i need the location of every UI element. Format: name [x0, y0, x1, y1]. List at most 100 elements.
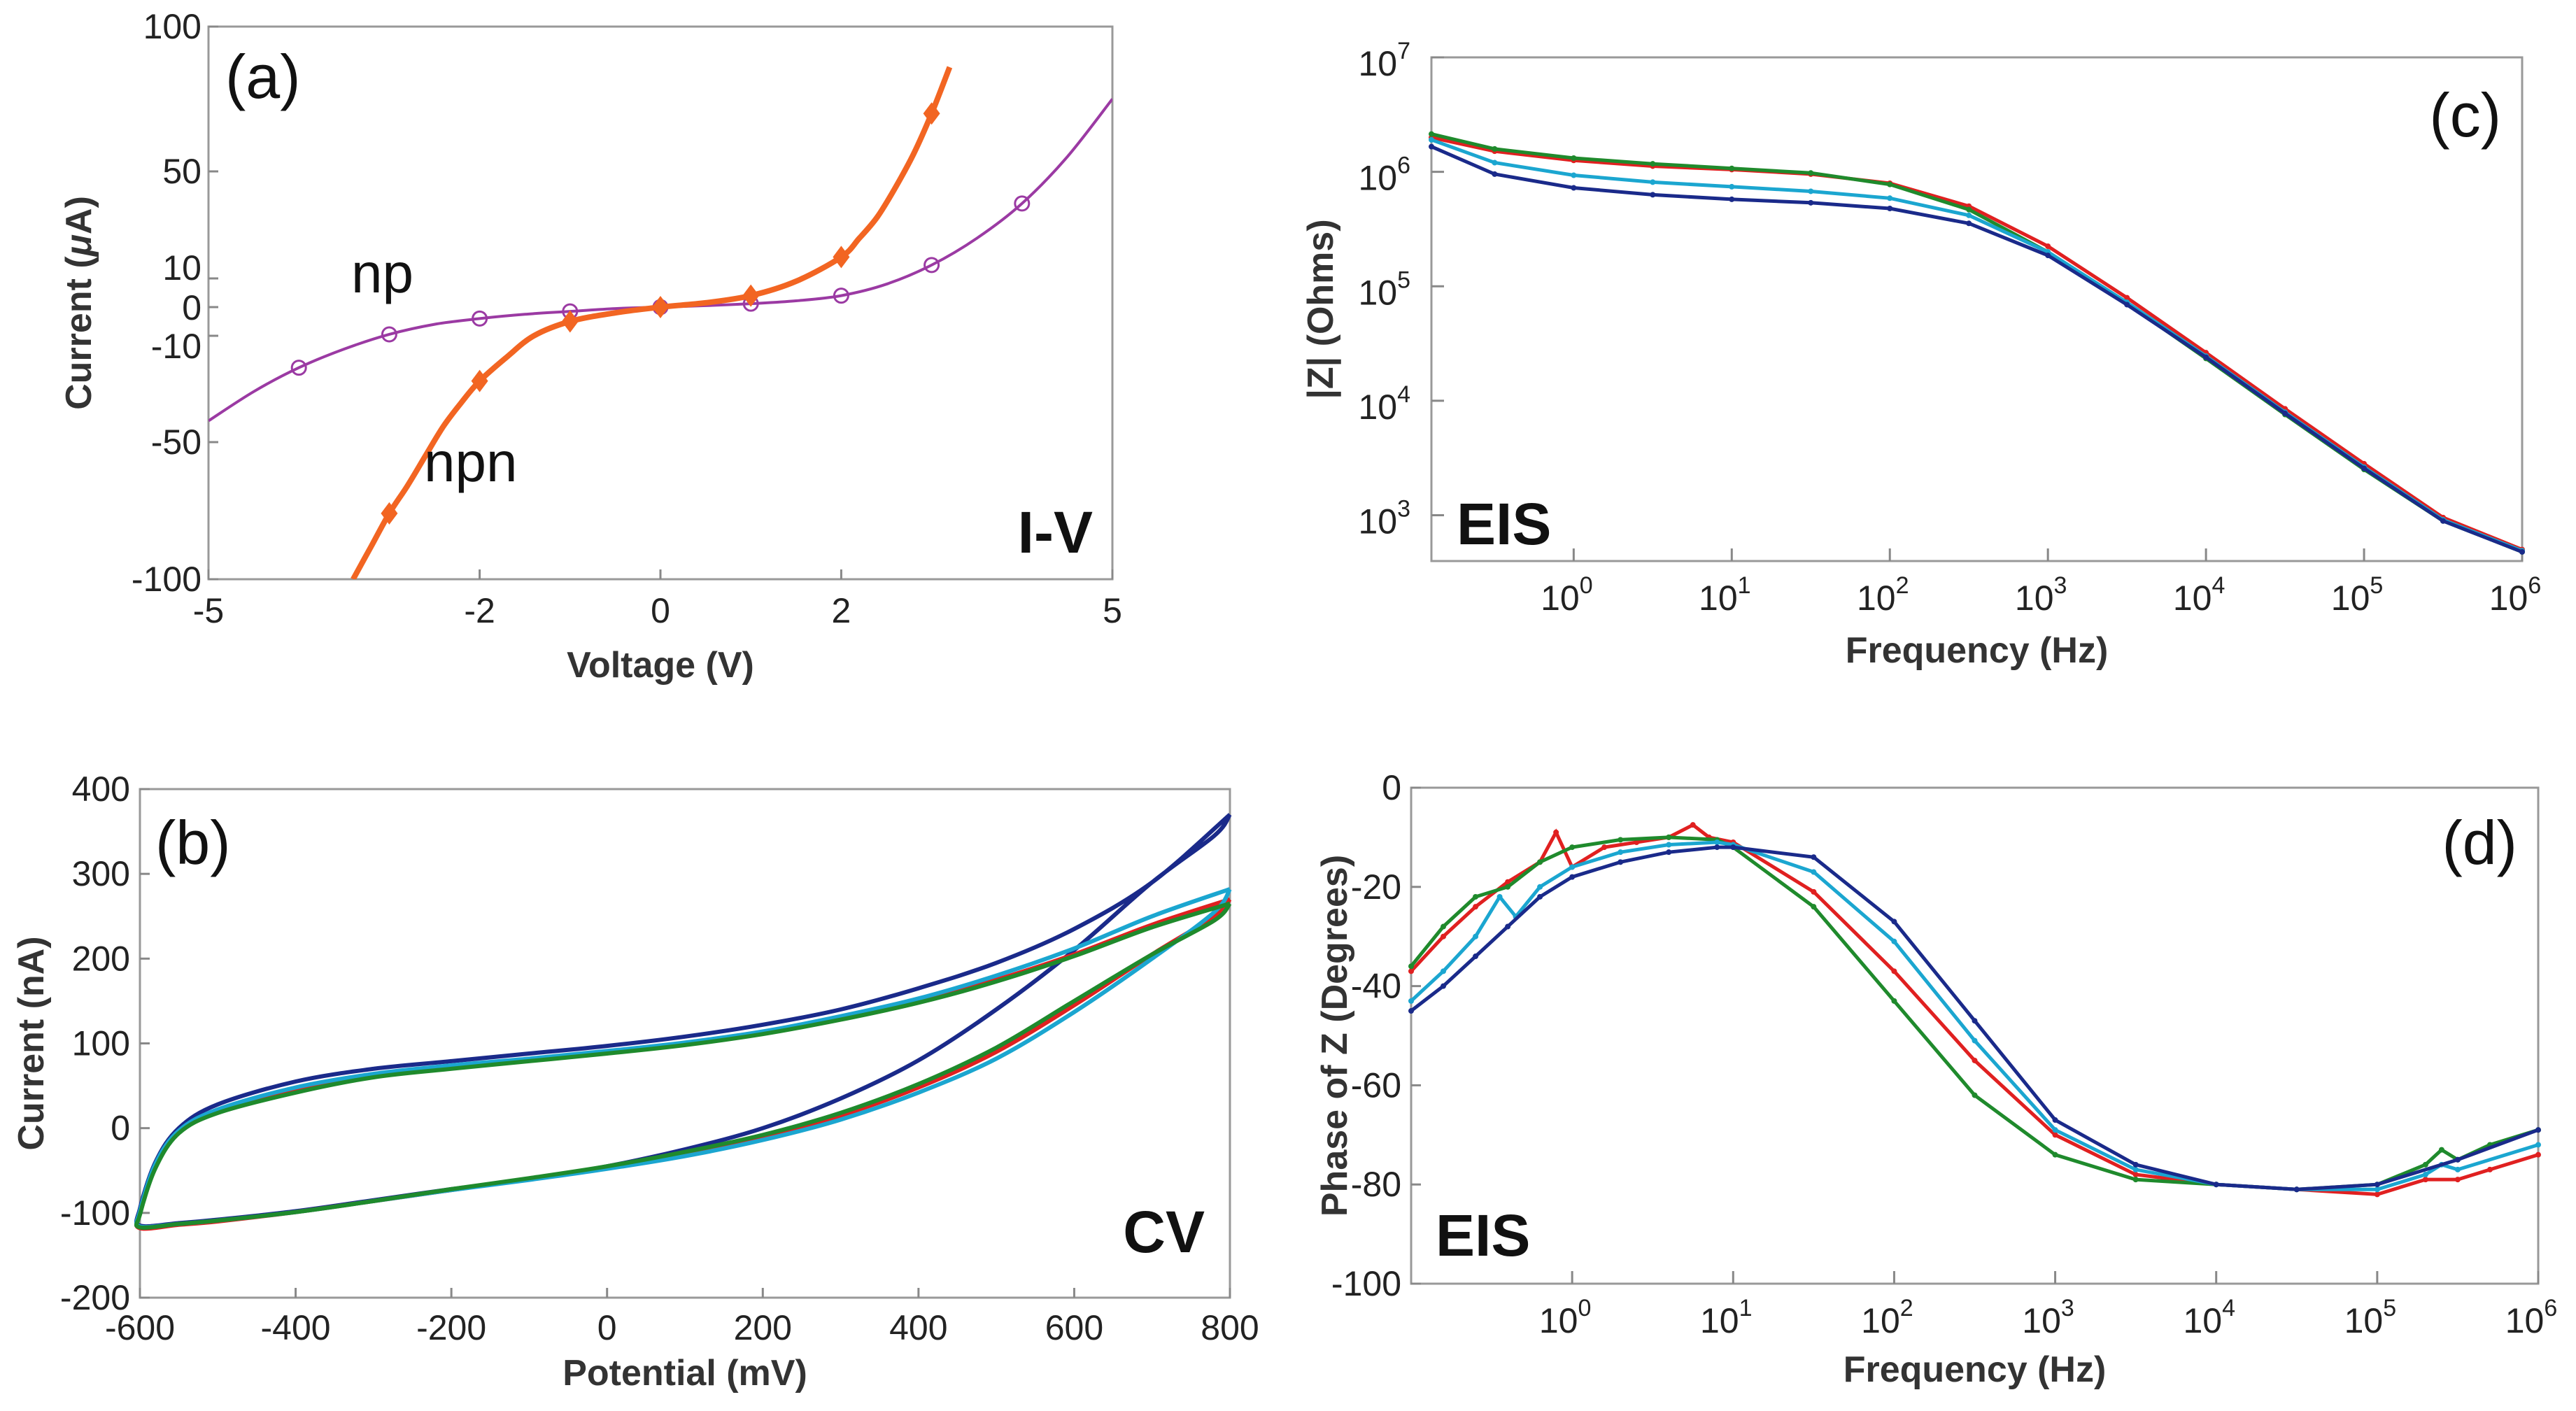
point-red: [1505, 879, 1511, 885]
y-tick-label-a: 100: [143, 7, 201, 46]
x-tick-label-d-base: 10: [1539, 1301, 1578, 1340]
point-green: [1492, 146, 1498, 152]
y-tick-label-c-exponent: 3: [1397, 496, 1410, 523]
point-cyan: [2132, 1166, 2139, 1172]
point-red: [2454, 1177, 2461, 1183]
point-red: [2132, 1172, 2139, 1178]
x-tick-label-d-exponent: 1: [1739, 1295, 1753, 1321]
panel-d-eis-phase-chart: 100 101 102 103 104 105 106-100-80-60-40-200Fr…: [1315, 768, 2557, 1390]
y-tick-label-d: -80: [1351, 1165, 1401, 1204]
point-green: [1473, 893, 1479, 900]
point-blue: [2203, 354, 2209, 360]
x-tick-label-d: 102: [1861, 1295, 1913, 1340]
x-tick-label-d-base: 10: [1861, 1301, 1900, 1340]
panel-label-d: (d): [2442, 808, 2517, 877]
y-tick-label-c-base: 10: [1358, 388, 1397, 427]
y-tick-label-d: -20: [1351, 867, 1401, 907]
y-tick-label-c: 104: [1358, 381, 1410, 427]
x-tick-label-b: -200: [416, 1308, 486, 1347]
x-tick-label-d-exponent: 6: [2544, 1295, 2557, 1321]
point-cyan: [1492, 159, 1498, 166]
point-blue: [1972, 1018, 1978, 1024]
x-axis-label-a: Voltage (V): [567, 645, 754, 686]
point-blue: [2045, 253, 2051, 259]
point-red: [1553, 829, 1559, 835]
y-axis-label-b: Current (nA): [11, 936, 52, 1150]
point-green: [2132, 1177, 2139, 1183]
x-tick-label-c-base: 10: [1541, 579, 1580, 618]
curve-label-npn: npn: [424, 431, 517, 493]
panel-b-cv-chart: -600 -400 -200 0 200 400 600 800 -200 -100 0 100 200…: [11, 770, 1259, 1394]
y-axis-label-a: Current (μA): [59, 196, 99, 410]
x-tick-label-d-exponent: 0: [1578, 1295, 1591, 1321]
y-axis-label-d: Phase of Z (Degrees): [1315, 855, 1355, 1217]
y-tick-label-c-base: 10: [1358, 44, 1397, 83]
x-tick-label-d-base: 10: [2183, 1301, 2222, 1340]
y-tick-label-c-base: 10: [1358, 502, 1397, 541]
y-tick-label-d: -40: [1351, 967, 1401, 1006]
point-green: [1966, 206, 1972, 213]
point-blue: [1441, 983, 1447, 989]
panel-label-c: (c): [2429, 80, 2501, 150]
x-tick-label-b: -400: [261, 1308, 331, 1347]
plot-frame-c: [1430, 56, 2524, 562]
point-cyan: [1966, 212, 1972, 218]
point-blue: [1966, 220, 1972, 227]
y-tick-label-c: 105: [1358, 267, 1410, 312]
point-red: [1811, 888, 1817, 895]
point-blue: [1537, 893, 1543, 900]
point-blue: [1650, 192, 1656, 198]
marker-np: [472, 310, 488, 327]
x-tick-label-c-base: 10: [2331, 579, 2370, 618]
annotation-cv: CV: [1123, 1199, 1205, 1265]
point-blue: [2052, 1117, 2058, 1123]
point-red: [1601, 844, 1608, 851]
x-tick-label-d: 103: [2022, 1295, 2074, 1340]
point-cyan: [2454, 1166, 2461, 1172]
point-red: [1891, 968, 1897, 974]
point-blue: [2361, 465, 2368, 471]
x-tick-label-a: -5: [193, 591, 224, 630]
point-cyan: [1808, 188, 1814, 194]
x-tick-label-d-exponent: 3: [2061, 1295, 2074, 1321]
x-tick-label-d: 105: [2344, 1295, 2397, 1340]
y-tick-label-b: 100: [72, 1024, 130, 1063]
x-tick-label-b: 200: [734, 1308, 792, 1347]
panel-c-eis-magnitude-chart: 100 101 102 103 104 105 106103104105106107Freq…: [1301, 38, 2541, 671]
point-blue: [2124, 302, 2130, 308]
x-tick-label-d-exponent: 4: [2222, 1295, 2235, 1321]
y-tick-label-c-exponent: 4: [1397, 381, 1410, 408]
y-tick-label-a: -50: [151, 423, 201, 462]
point-cyan: [1571, 172, 1577, 178]
point-green: [1505, 884, 1511, 890]
point-green: [1808, 170, 1814, 176]
point-blue: [1811, 854, 1817, 860]
x-tick-label-c-base: 10: [1857, 579, 1896, 618]
point-blue: [1618, 859, 1624, 865]
y-axis-label-a-part: Current (: [59, 256, 99, 410]
point-red: [1441, 933, 1447, 940]
x-tick-label-c: 102: [1857, 572, 1909, 618]
point-blue: [1505, 923, 1511, 930]
x-tick-label-b: 400: [889, 1308, 947, 1347]
x-tick-label-d-exponent: 5: [2383, 1295, 2396, 1321]
point-cyan: [1569, 864, 1576, 870]
y-tick-label-c-base: 10: [1358, 159, 1397, 198]
point-red: [2124, 295, 2130, 301]
x-tick-label-b: 600: [1045, 1308, 1103, 1347]
y-tick-label-a: -100: [132, 560, 201, 599]
point-cyan: [1891, 938, 1897, 944]
y-tick-label-b: 0: [111, 1109, 130, 1148]
series-line-green: [134, 901, 1232, 1230]
x-tick-label-c-exponent: 6: [2528, 572, 2541, 599]
point-blue: [1714, 844, 1720, 851]
point-blue: [2519, 548, 2525, 555]
point-blue: [1569, 874, 1576, 880]
point-blue: [2454, 1156, 2461, 1163]
plot-area-a: [208, 66, 1112, 579]
y-tick-label-c-exponent: 7: [1397, 38, 1410, 64]
point-green: [1650, 161, 1656, 167]
point-cyan: [2374, 1186, 2380, 1193]
point-green: [1429, 131, 1434, 137]
